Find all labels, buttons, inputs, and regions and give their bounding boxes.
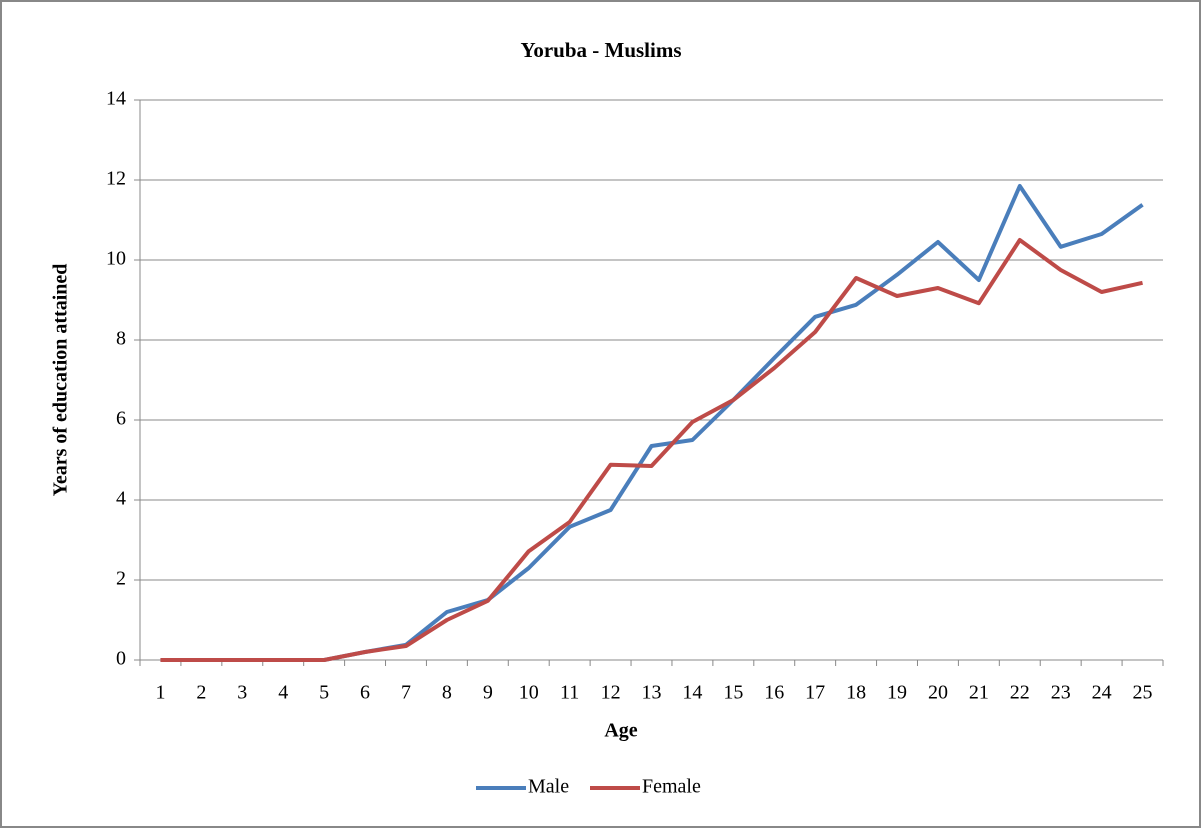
- y-tick-label: 6: [116, 408, 126, 430]
- x-tick-label: 5: [319, 682, 329, 704]
- x-tick-label: 12: [601, 682, 621, 704]
- x-tick-label: 19: [887, 682, 907, 704]
- legend-label: Female: [642, 776, 701, 798]
- x-tick-label: 7: [401, 682, 411, 704]
- x-tick-label: 16: [764, 682, 784, 704]
- x-tick-label: 17: [805, 682, 825, 704]
- y-tick-label: 4: [116, 488, 126, 510]
- x-tick-label: 21: [969, 682, 989, 704]
- x-tick-label: 24: [1092, 682, 1112, 704]
- x-tick-label: 8: [442, 682, 452, 704]
- x-tick-label: 2: [196, 682, 206, 704]
- x-tick-label: 13: [642, 682, 662, 704]
- x-tick-label: 1: [155, 682, 165, 704]
- x-axis-label: Age: [604, 720, 637, 742]
- chart-title: Yoruba - Muslims: [520, 38, 681, 62]
- x-tick-label: 18: [846, 682, 866, 704]
- series-line: [160, 238, 1143, 662]
- x-tick-label: 4: [278, 682, 288, 704]
- y-axis-label: Years of education attained: [50, 264, 72, 497]
- x-tick-label: 6: [360, 682, 370, 704]
- x-tick-label: 23: [1051, 682, 1071, 704]
- y-tick-label: 2: [116, 568, 126, 590]
- x-tick-label: 9: [483, 682, 493, 704]
- x-tick-label: 3: [237, 682, 247, 704]
- y-tick-label: 10: [106, 248, 126, 270]
- x-tick-label: 10: [519, 682, 539, 704]
- y-tick-label: 12: [106, 168, 126, 190]
- x-tick-label: 15: [723, 682, 743, 704]
- y-tick-label: 14: [106, 88, 126, 110]
- x-tick-label: 20: [928, 682, 948, 704]
- y-tick-label: 0: [116, 648, 126, 670]
- legend-label: Male: [528, 776, 569, 798]
- x-tick-label: 25: [1133, 682, 1153, 704]
- y-tick-label: 8: [116, 328, 126, 350]
- x-tick-label: 11: [560, 682, 579, 704]
- x-tick-label: 14: [682, 682, 702, 704]
- x-tick-label: 22: [1010, 682, 1030, 704]
